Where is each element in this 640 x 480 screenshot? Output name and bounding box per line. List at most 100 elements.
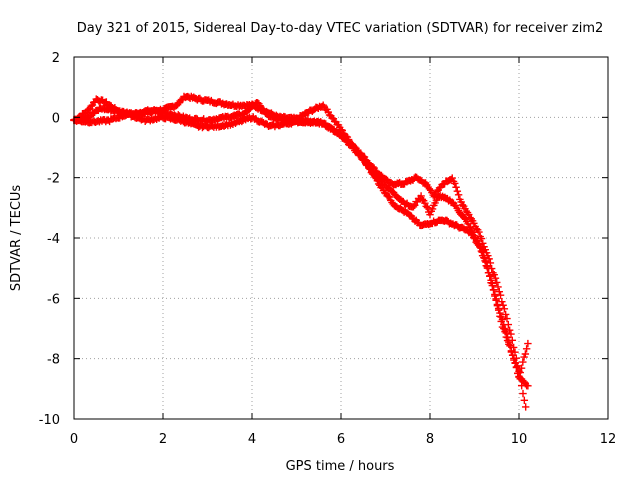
x-tick-label: 4	[248, 432, 256, 447]
data-point	[338, 126, 346, 135]
data-point	[428, 205, 437, 213]
data-point	[464, 220, 472, 228]
data-point	[500, 305, 509, 313]
data-point	[501, 310, 510, 319]
data-point	[524, 339, 532, 348]
data-point	[501, 325, 509, 333]
x-tick-label: 10	[511, 432, 528, 447]
data-point	[521, 403, 530, 411]
x-tick-label: 2	[159, 432, 167, 447]
data-point	[417, 192, 425, 200]
chart-title: Day 321 of 2015, Sidereal Day-to-day VTE…	[77, 21, 604, 36]
series-3	[70, 110, 532, 381]
data-point	[493, 278, 501, 287]
data-point	[519, 358, 527, 366]
data-point	[469, 233, 478, 242]
data-point	[323, 105, 331, 114]
x-tick-label: 8	[426, 432, 434, 447]
data-point	[324, 108, 332, 116]
data-point	[426, 210, 434, 219]
y-tick-label: -6	[47, 292, 60, 307]
data-point	[453, 187, 462, 195]
data-point	[519, 389, 527, 398]
data-point	[495, 288, 503, 296]
data-point	[496, 291, 505, 299]
plot-frame	[73, 56, 609, 420]
data-point	[491, 274, 500, 282]
y-tick-label: 0	[52, 111, 60, 126]
data-point	[505, 326, 514, 334]
data-point	[496, 309, 504, 317]
data-point	[480, 254, 489, 262]
data-point	[484, 269, 493, 277]
data-point	[520, 353, 528, 361]
data-point	[448, 174, 456, 182]
y-tick-label: 2	[52, 51, 60, 66]
data-point	[457, 198, 465, 206]
data-point	[487, 278, 495, 287]
data-point	[245, 105, 253, 114]
data-point	[520, 396, 529, 404]
data-point	[454, 191, 463, 199]
data-point	[486, 272, 494, 280]
y-tick-label: -10	[39, 413, 60, 428]
data-point	[466, 227, 474, 236]
data-point	[507, 330, 515, 338]
data-point	[498, 297, 506, 306]
data-point	[452, 183, 460, 191]
plot-area-points	[70, 92, 532, 411]
data-point	[524, 382, 532, 390]
data-point	[503, 333, 512, 342]
data-point	[521, 350, 530, 358]
data-point	[489, 286, 498, 294]
data-point	[378, 183, 386, 192]
data-point	[486, 259, 495, 267]
data-point	[515, 372, 523, 381]
data-point	[471, 235, 479, 243]
data-point	[498, 315, 507, 324]
axis-ticks: 0 2 4 6 8 10 12 2 0 -2 -4 -6 -8 -10	[39, 51, 617, 447]
data-point	[477, 244, 485, 252]
data-point	[364, 160, 372, 169]
y-tick-label: -4	[47, 232, 60, 247]
y-tick-label: -2	[47, 172, 60, 187]
data-point	[491, 292, 499, 300]
data-point	[86, 105, 94, 113]
y-tick-label: -8	[47, 353, 60, 368]
data-point	[499, 301, 507, 309]
data-point	[510, 354, 518, 363]
x-tick-label: 0	[70, 432, 78, 447]
data-point	[475, 228, 483, 236]
data-point	[522, 345, 531, 353]
data-point	[511, 359, 519, 367]
data-point	[423, 203, 432, 212]
data-point	[488, 281, 496, 290]
data-point	[508, 351, 517, 359]
data-point	[500, 320, 508, 329]
data-point	[385, 193, 394, 201]
data-point	[507, 347, 516, 355]
data-point	[479, 248, 488, 257]
data-point	[344, 137, 352, 146]
data-point	[477, 234, 486, 243]
data-point	[506, 341, 514, 350]
data-point	[517, 364, 526, 372]
data-point	[483, 263, 491, 271]
data-point	[493, 300, 502, 309]
series-1	[70, 92, 530, 411]
data-point	[494, 304, 503, 313]
data-point	[421, 199, 429, 207]
data-point	[470, 219, 478, 228]
data-point	[492, 295, 500, 303]
data-point	[465, 210, 473, 219]
data-point	[256, 102, 264, 110]
data-point	[482, 258, 490, 266]
data-point	[502, 329, 510, 337]
data-point	[494, 283, 502, 291]
x-tick-label: 12	[600, 432, 617, 447]
data-point	[516, 368, 524, 377]
series-2	[70, 98, 532, 390]
x-axis-label: GPS time / hours	[286, 459, 395, 474]
data-point	[373, 177, 382, 185]
